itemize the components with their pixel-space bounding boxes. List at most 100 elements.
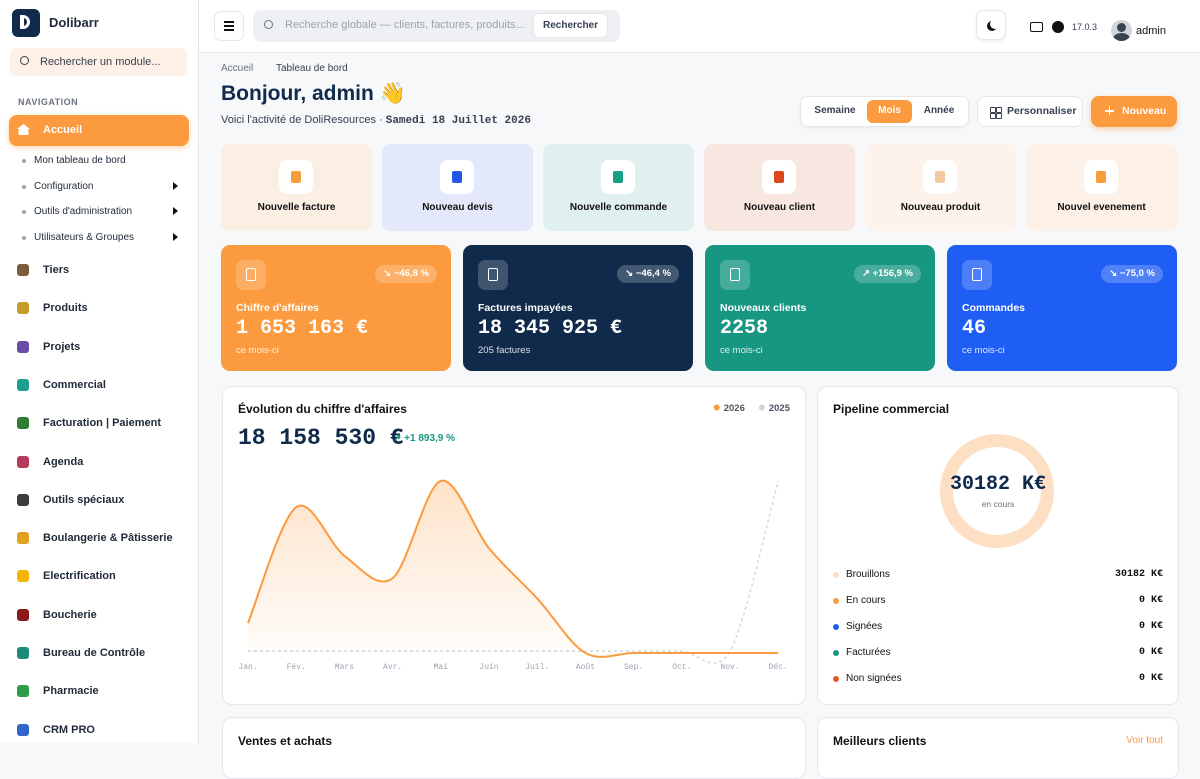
nav-label[interactable]: Tiers	[43, 264, 70, 276]
search-button[interactable]: Rechercher	[533, 13, 608, 38]
search-button-label: Rechercher	[542, 20, 599, 31]
kpi-icon	[236, 260, 266, 290]
quick-action-label: Nouveau produit	[900, 202, 981, 213]
quick-action-glyph	[935, 171, 945, 183]
quick-action-card[interactable]: Nouvelle facture	[221, 144, 372, 231]
x-tick-label: Mars	[335, 663, 354, 672]
kpi-change-badge: ↗ +156,9 %	[853, 265, 921, 283]
nav-icon	[17, 685, 29, 698]
see-all-link[interactable]: Voir tout	[1126, 735, 1163, 746]
x-tick-label: Nov.	[720, 663, 739, 672]
avatar-body	[1113, 33, 1130, 41]
kpi-card: ↘ −75,0 % Commandes 46 ce mois-ci	[947, 245, 1177, 371]
kpi-value: 46	[962, 317, 987, 340]
kpi-glyph	[972, 268, 982, 281]
kpi-change: ↘ −75,0 %	[1109, 268, 1155, 279]
x-tick-label: Jan.	[238, 663, 257, 672]
page-subtitle: Voici l'activité de DoliResources · Same…	[221, 114, 531, 127]
quick-action-label: Nouvel evenement	[1057, 202, 1146, 213]
quick-action-card[interactable]: Nouveau devis	[382, 144, 533, 231]
nav-label[interactable]: Bureau de Contrôle	[43, 647, 146, 659]
x-tick-label: Juil.	[525, 663, 549, 672]
kpi-icon	[720, 260, 750, 290]
theme-toggle[interactable]	[976, 10, 1006, 40]
nav-label[interactable]: Produits	[43, 302, 88, 315]
nav-icon	[17, 378, 29, 391]
grid-icon-cell	[990, 107, 996, 113]
pipeline-value: 0 K€	[1138, 621, 1163, 632]
period-button[interactable]: Semaine	[807, 100, 863, 123]
nav-label[interactable]: Commercial	[43, 378, 106, 391]
submenu-link[interactable]: Configuration	[34, 180, 94, 192]
pipeline-value: 0 K€	[1138, 673, 1163, 684]
clients-card: Meilleurs clients Voir tout	[817, 717, 1179, 779]
sales-title: Ventes et achats	[238, 734, 333, 748]
kpi-note: 205 factures	[478, 345, 531, 356]
kpi-change-badge: ↘ −46,8 %	[375, 265, 437, 283]
submenu-link[interactable]: Outils d'administration	[34, 206, 133, 218]
nav-icon	[17, 723, 29, 736]
pipeline-label: Non signées	[846, 673, 902, 684]
submenu-link[interactable]: Mon tableau de bord	[34, 155, 126, 166]
nav-label[interactable]: Boulangerie & Pâtisserie	[43, 532, 173, 545]
quick-action-label: Nouvelle facture	[257, 202, 336, 213]
nav-section-label: NAVIGATION	[18, 97, 79, 107]
menu-button[interactable]	[214, 11, 244, 41]
quick-action-card[interactable]: Nouvelle commande	[543, 144, 694, 231]
x-tick-label: Déc.	[769, 663, 788, 672]
nav-label[interactable]: Outils spéciaux	[43, 493, 125, 506]
quick-action-card[interactable]: Nouveau produit	[865, 144, 1016, 231]
submenu-bullet	[22, 159, 26, 163]
kpi-change: ↘ −46,8 %	[383, 268, 429, 279]
pipeline-dot	[833, 676, 839, 682]
nav-label[interactable]: CRM PRO	[43, 723, 95, 736]
chart-change: ↗ +1 893,9 %	[393, 433, 456, 444]
kpi-label: Nouveaux clients	[720, 302, 807, 314]
module-search[interactable]: Rechercher un module...	[10, 48, 187, 76]
search-icon	[264, 20, 273, 29]
customize-label: Personnaliser	[1007, 105, 1077, 117]
submenu-bullet	[22, 210, 26, 215]
new-button[interactable]: Nouveau	[1091, 96, 1177, 127]
nav-icon	[17, 532, 29, 545]
nav-label[interactable]: Projets	[43, 340, 81, 353]
menu-bar	[224, 25, 234, 27]
quick-action-card[interactable]: Nouvel evenement	[1026, 144, 1177, 231]
print-icon[interactable]	[1030, 22, 1043, 32]
chart-title: Évolution du chiffre d'affaires	[238, 402, 407, 416]
period-button-active[interactable]: Mois	[867, 100, 912, 123]
quick-action-label: Nouveau client	[743, 202, 816, 213]
breadcrumb-link[interactable]: Accueil	[221, 63, 254, 74]
nav-label[interactable]: Agenda	[43, 455, 84, 468]
user-name[interactable]: admin	[1136, 25, 1166, 37]
period-button[interactable]: Année	[914, 100, 964, 123]
menu-bar	[224, 29, 234, 31]
global-search[interactable]: Recherche globale — clients, factures, p…	[253, 10, 620, 42]
quick-action-glyph	[774, 171, 784, 183]
kpi-card: ↘ −46,8 % Chiffre d'affaires 1 653 163 € ce…	[221, 245, 451, 371]
nav-item-active[interactable]: Accueil	[9, 115, 189, 146]
kpi-card: ↗ +156,9 % Nouveaux clients 2258 ce mois-ci	[705, 245, 935, 371]
period-toggle: Semaine Mois Année	[800, 96, 969, 127]
pipeline-value: 0 K€	[1138, 595, 1163, 606]
x-tick-label: Mai	[434, 663, 449, 672]
nav-label[interactable]: Electrification	[43, 570, 116, 583]
submenu-link[interactable]: Utilisateurs & Groupes	[34, 232, 135, 244]
moon-icon	[990, 19, 1000, 29]
customize-button[interactable]: Personnaliser	[977, 96, 1083, 127]
nav-label[interactable]: Boucherie	[43, 608, 97, 621]
quick-action-icon	[279, 160, 313, 194]
legend-label: 2026	[724, 403, 745, 414]
user-avatar[interactable]	[1111, 20, 1132, 41]
nav-label[interactable]: Facturation | Paiement	[43, 417, 161, 430]
kpi-value: 18 345 925 €	[478, 317, 623, 340]
kpi-label: Chiffre d'affaires	[236, 302, 320, 314]
quick-action-card[interactable]: Nouveau client	[704, 144, 855, 231]
sidebar	[0, 0, 199, 743]
help-icon[interactable]	[1052, 21, 1064, 33]
pipeline-label: Signées	[846, 621, 883, 632]
area-fill	[248, 480, 779, 657]
nav-label[interactable]: Pharmacie	[43, 685, 99, 698]
